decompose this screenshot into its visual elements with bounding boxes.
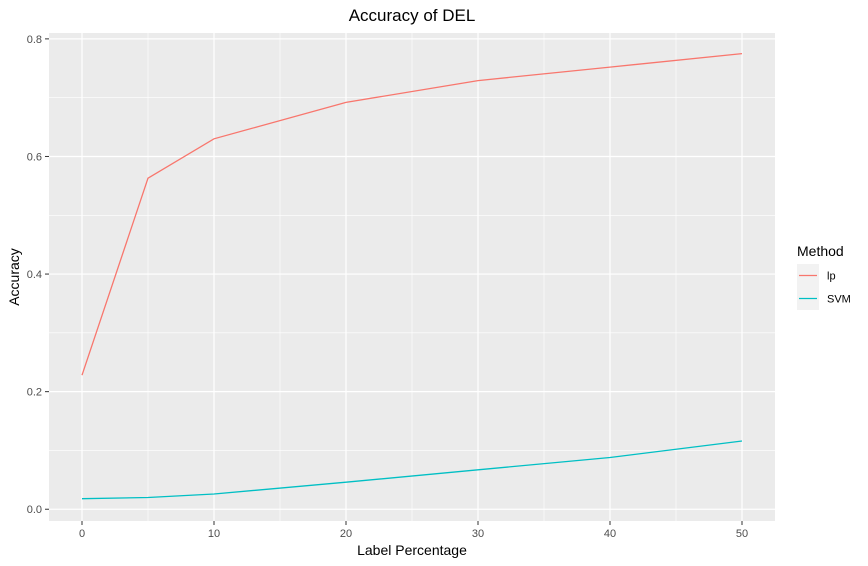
y-tick-label: 0.6 (27, 151, 42, 163)
y-axis-title: Accuracy (6, 248, 22, 306)
series-line-svm (81, 440, 743, 500)
y-tick-label: 0.4 (27, 269, 42, 281)
series-line-lp (81, 52, 743, 376)
x-axis-title: Label Percentage (357, 542, 467, 558)
legend-items: lp SVM (797, 264, 851, 310)
legend-label-svm: SVM (827, 294, 851, 306)
x-tick-label: 20 (340, 528, 352, 540)
y-tick-label: 0.2 (27, 387, 42, 399)
x-tick-label: 0 (79, 528, 85, 540)
major-gridlines (49, 33, 775, 521)
x-tick-label: 10 (208, 528, 220, 540)
x-axis-ticks: 0 10 20 30 40 50 (79, 521, 748, 540)
y-tick-label: 0.0 (27, 504, 42, 516)
y-axis-ticks: 0.0 0.2 0.4 0.6 0.8 (27, 34, 49, 516)
chart-title: Accuracy of DEL (349, 6, 476, 25)
x-tick-label: 40 (604, 528, 616, 540)
minor-gridlines (49, 33, 775, 521)
x-tick-label: 30 (472, 528, 484, 540)
x-tick-label: 50 (736, 528, 748, 540)
y-tick-label: 0.8 (27, 34, 42, 46)
legend-label-lp: lp (827, 271, 836, 283)
series-lines (81, 52, 743, 500)
legend: Method lp SVM (797, 243, 851, 310)
legend-title: Method (797, 243, 844, 259)
